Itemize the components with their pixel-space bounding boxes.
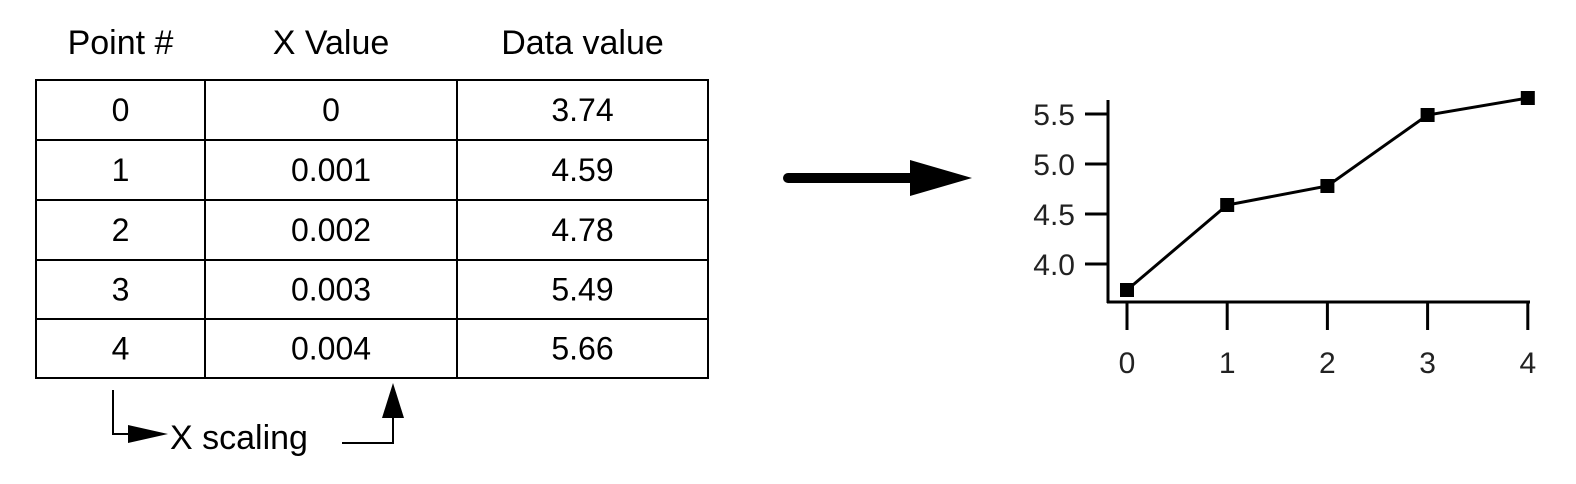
column-header: X Value (273, 24, 390, 62)
table-cell: 3.74 (551, 92, 613, 128)
table-cell: 0.004 (291, 331, 371, 367)
x-tick-label: 2 (1319, 347, 1336, 380)
transform-arrow (783, 160, 972, 196)
table-cell: 0.003 (291, 272, 371, 308)
x-scaling-annotation: X scaling (112, 383, 404, 457)
y-tick-label: 5.5 (1033, 99, 1075, 132)
table-cell: 5.49 (551, 272, 613, 308)
x-tick-label: 4 (1519, 347, 1536, 380)
x-tick-label: 1 (1219, 347, 1236, 380)
data-table: Point # X Value Data value 0 0 3.74 1 0.001 4.59… (35, 24, 709, 379)
y-tick-label: 4.5 (1033, 199, 1075, 232)
table-cell: 4.59 (551, 152, 613, 188)
column-header: Data value (501, 24, 664, 62)
x-tick-label: 0 (1119, 347, 1136, 380)
line-chart: 4.0 4.5 5.0 5.5 0 1 2 3 4 (1033, 91, 1536, 380)
data-point-marker (1420, 108, 1435, 122)
x-scaling-label: X scaling (170, 419, 308, 457)
table-cell: 4 (112, 331, 130, 367)
table-cell: 0 (112, 92, 130, 128)
table-cell: 3 (112, 272, 130, 308)
data-point-marker (1120, 283, 1134, 297)
table-cell: 0 (322, 92, 340, 128)
table-cell: 1 (112, 152, 130, 188)
y-tick-label: 5.0 (1033, 149, 1075, 182)
data-point-marker (1320, 179, 1335, 193)
x-tick-label: 3 (1419, 347, 1436, 380)
table-cell: 0.002 (291, 212, 371, 248)
table-cell: 2 (112, 212, 130, 248)
table-cell: 4.78 (551, 212, 613, 248)
y-tick-label: 4.0 (1033, 249, 1075, 282)
arrow-right-icon (128, 425, 168, 443)
series-line (1126, 96, 1529, 292)
data-point-marker (1220, 198, 1235, 212)
table-cell: 0.001 (291, 152, 371, 188)
data-point-marker (1520, 91, 1535, 105)
table-border (35, 79, 709, 379)
column-header: Point # (68, 24, 174, 62)
arrow-up-icon (382, 383, 404, 418)
table-cell: 5.66 (551, 331, 613, 367)
